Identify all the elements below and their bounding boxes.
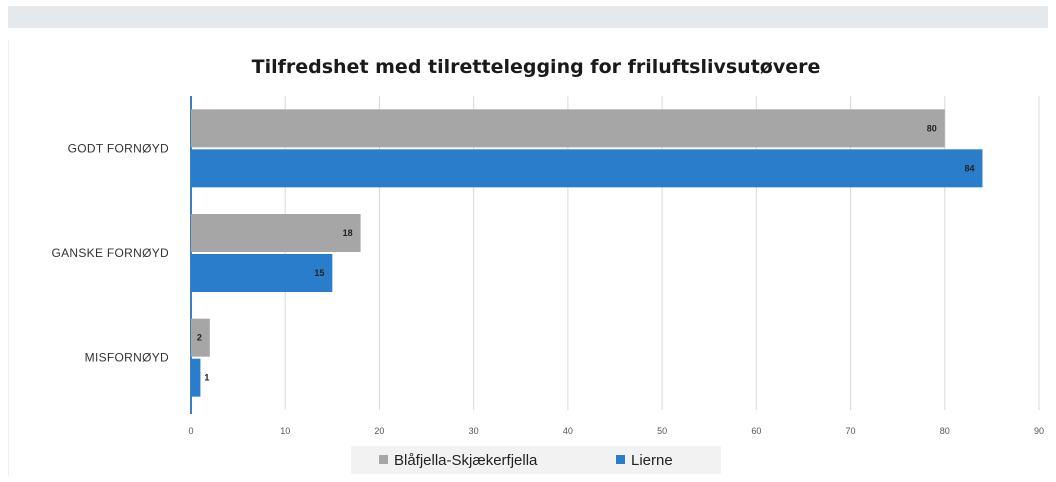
category-label: MISFORNØYD bbox=[85, 351, 169, 365]
x-tick-label: 30 bbox=[469, 426, 479, 436]
bar-lierne bbox=[191, 149, 983, 188]
data-label: 1 bbox=[204, 373, 209, 383]
chart-title: Tilfredshet med tilrettelegging for fril… bbox=[252, 56, 821, 78]
legend-entry[interactable]: Blåfjella-Skjækerfjella bbox=[394, 452, 538, 469]
legend[interactable]: Blåfjella-Skjækerfjella Lierne bbox=[351, 446, 721, 474]
bar-blafjella bbox=[191, 214, 361, 252]
bar-lierne bbox=[191, 358, 201, 397]
x-tick-label: 50 bbox=[657, 426, 667, 436]
bar-lierne bbox=[191, 254, 333, 292]
data-label: 80 bbox=[927, 123, 937, 133]
x-tick-label: 10 bbox=[280, 426, 290, 436]
x-tick-label: 80 bbox=[940, 426, 950, 436]
top-banner bbox=[8, 6, 1048, 28]
x-tick-label: 90 bbox=[1034, 426, 1044, 436]
legend-swatch bbox=[616, 455, 625, 464]
category-label: GODT FORNØYD bbox=[68, 141, 169, 155]
legend-entry[interactable]: Lierne bbox=[631, 452, 673, 469]
x-tick-label: 40 bbox=[563, 426, 573, 436]
category-label: GANSKE FORNØYD bbox=[51, 246, 169, 260]
data-label: 84 bbox=[964, 163, 974, 173]
data-label: 15 bbox=[314, 268, 324, 278]
bar-chart: Tilfredshet med tilrettelegging for fril… bbox=[51, 56, 1044, 474]
bar-blafjella bbox=[191, 318, 210, 357]
legend-background bbox=[351, 446, 721, 474]
x-tick-label: 20 bbox=[374, 426, 384, 436]
x-tick-label: 0 bbox=[188, 426, 193, 436]
bar-blafjella bbox=[191, 109, 945, 148]
labels: 0 10 20 30 40 50 60 70 80 90 GODT FORNØYD 80 84 GANSK… bbox=[51, 123, 1044, 436]
data-label: 18 bbox=[343, 228, 353, 238]
x-tick-label: 60 bbox=[751, 426, 761, 436]
data-label: 2 bbox=[197, 333, 202, 343]
chart-container: Tilfredshet med tilrettelegging for fril… bbox=[8, 40, 1049, 476]
bars bbox=[191, 109, 983, 397]
x-tick-label: 70 bbox=[846, 426, 856, 436]
legend-swatch bbox=[379, 455, 388, 464]
